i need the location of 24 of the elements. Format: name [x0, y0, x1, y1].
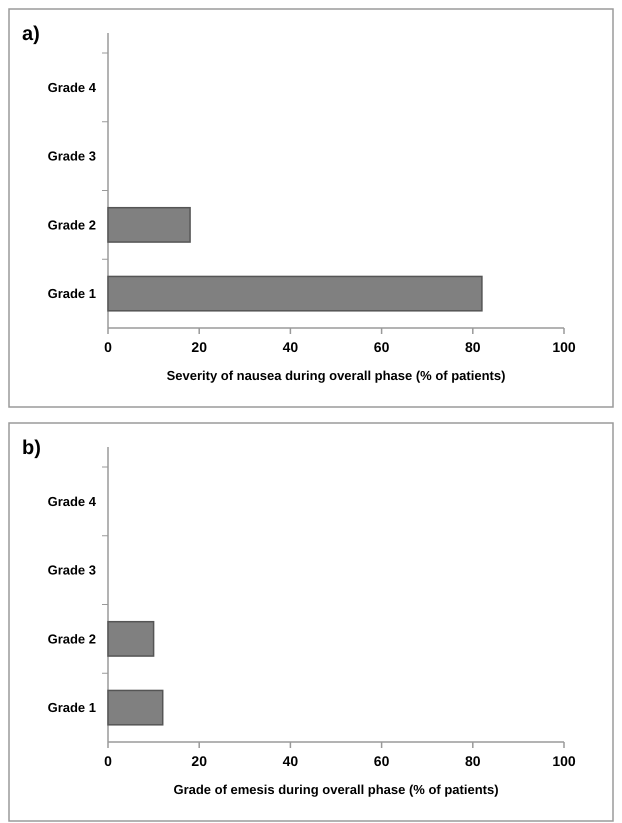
x-tick-label: 40: [282, 339, 298, 355]
x-tick-label: 60: [374, 753, 390, 769]
x-axis-title: Severity of nausea during overall phase (% of patients): [166, 368, 506, 383]
y-tick-label: Grade 1: [48, 700, 96, 716]
chart-title: b): [22, 437, 41, 459]
x-tick-label: 100: [552, 339, 576, 355]
x-axis-title: Grade of emesis during overall phase (% of patients): [173, 782, 499, 797]
y-tick-label: Grade 2: [48, 631, 96, 646]
x-tick-label: 0: [104, 339, 112, 355]
y-tick-label: Grade 4: [48, 494, 97, 509]
x-tick-label: 80: [465, 753, 481, 769]
x-tick-label: 80: [465, 339, 481, 355]
x-tick-label: 20: [191, 753, 208, 769]
x-tick-label: 20: [191, 339, 208, 355]
y-tick-label: Grade 2: [48, 217, 96, 232]
x-tick-label: 40: [282, 753, 298, 769]
y-tick-label: Grade 4: [48, 80, 97, 95]
y-tick-label: Grade 3: [48, 562, 96, 578]
x-tick-label: 0: [104, 753, 112, 769]
y-tick-label: Grade 1: [48, 286, 96, 302]
chart-title: a): [22, 23, 40, 45]
x-tick-label: 100: [552, 753, 576, 769]
y-tick-label: Grade 3: [48, 148, 96, 164]
x-tick-label: 60: [374, 339, 390, 355]
